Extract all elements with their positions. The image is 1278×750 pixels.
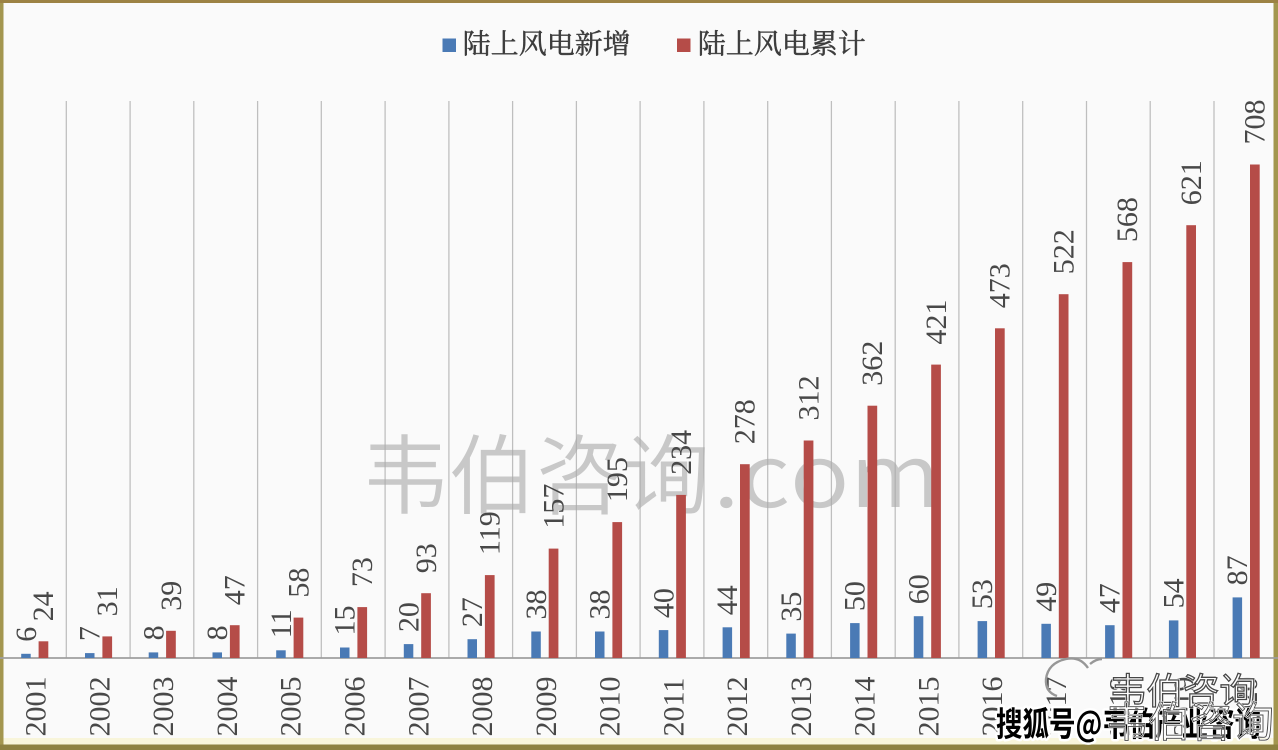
svg-text:621: 621 bbox=[1175, 160, 1208, 205]
svg-text:6: 6 bbox=[10, 627, 43, 642]
svg-text:708: 708 bbox=[1239, 100, 1272, 145]
svg-text:2009: 2009 bbox=[530, 677, 563, 737]
svg-text:49: 49 bbox=[1030, 582, 1063, 612]
svg-text:473: 473 bbox=[984, 263, 1017, 308]
svg-text:2003: 2003 bbox=[147, 677, 180, 737]
svg-text:7: 7 bbox=[74, 626, 107, 641]
svg-text:38: 38 bbox=[520, 590, 553, 620]
svg-text:2013: 2013 bbox=[785, 677, 818, 737]
svg-text:47: 47 bbox=[219, 575, 252, 605]
svg-text:421: 421 bbox=[920, 300, 953, 345]
svg-text:2012: 2012 bbox=[721, 677, 754, 737]
svg-text:2005: 2005 bbox=[275, 677, 308, 737]
svg-text:20: 20 bbox=[392, 602, 425, 632]
svg-text:2010: 2010 bbox=[594, 677, 627, 737]
svg-text:27: 27 bbox=[456, 597, 489, 627]
svg-text:195: 195 bbox=[601, 457, 634, 502]
svg-text:87: 87 bbox=[1221, 555, 1254, 585]
svg-text:362: 362 bbox=[856, 341, 889, 386]
svg-text:2006: 2006 bbox=[339, 677, 372, 737]
svg-text:40: 40 bbox=[647, 588, 680, 618]
svg-text:2002: 2002 bbox=[84, 677, 117, 737]
svg-text:54: 54 bbox=[1157, 578, 1190, 608]
svg-text:50: 50 bbox=[839, 581, 872, 611]
svg-text:73: 73 bbox=[346, 557, 379, 587]
svg-text:35: 35 bbox=[775, 592, 808, 622]
svg-text:58: 58 bbox=[282, 568, 315, 598]
svg-text:2014: 2014 bbox=[849, 677, 882, 737]
svg-text:2001: 2001 bbox=[20, 677, 53, 737]
svg-text:24: 24 bbox=[27, 591, 60, 621]
svg-text:157: 157 bbox=[537, 484, 570, 529]
svg-text:38: 38 bbox=[584, 590, 617, 620]
svg-text:53: 53 bbox=[966, 579, 999, 609]
svg-text:47: 47 bbox=[1094, 583, 1127, 613]
svg-text:44: 44 bbox=[711, 585, 744, 615]
svg-text:60: 60 bbox=[902, 574, 935, 604]
svg-text:15: 15 bbox=[329, 606, 362, 636]
svg-text:2004: 2004 bbox=[211, 677, 244, 737]
svg-text:39: 39 bbox=[155, 581, 188, 611]
svg-text:234: 234 bbox=[665, 430, 698, 475]
svg-text:8: 8 bbox=[201, 625, 234, 640]
svg-text:522: 522 bbox=[1047, 229, 1080, 274]
svg-text:31: 31 bbox=[91, 586, 124, 616]
svg-text:568: 568 bbox=[1111, 197, 1144, 242]
svg-text:2007: 2007 bbox=[402, 677, 435, 737]
svg-text:8: 8 bbox=[137, 625, 170, 640]
svg-text:2008: 2008 bbox=[466, 677, 499, 737]
svg-text:312: 312 bbox=[792, 376, 825, 421]
svg-text:93: 93 bbox=[410, 543, 443, 573]
svg-text:2015: 2015 bbox=[912, 677, 945, 737]
svg-text:119: 119 bbox=[474, 511, 507, 555]
svg-text:11: 11 bbox=[265, 609, 298, 638]
svg-text:2011: 2011 bbox=[657, 678, 690, 737]
svg-text:278: 278 bbox=[729, 399, 762, 444]
